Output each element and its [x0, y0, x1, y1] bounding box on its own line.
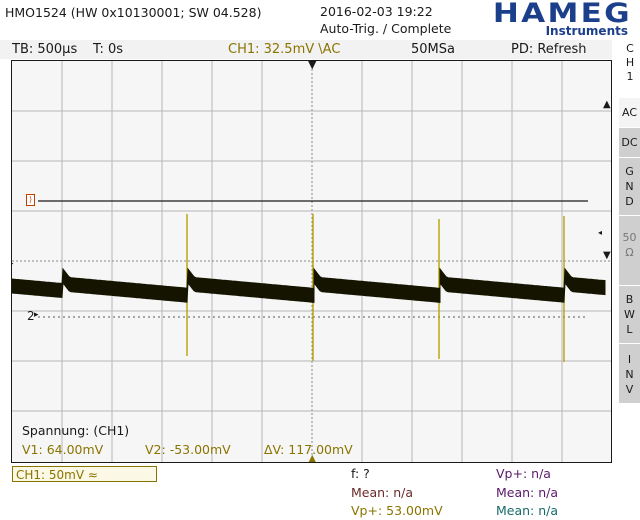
timebase[interactable]: TB: 500µs: [12, 42, 78, 57]
mean-readout-3: Mean: n/a: [496, 503, 559, 518]
cursor-v1: V1: 64.00mV: [22, 442, 104, 457]
ch1-scale-box[interactable]: CH1: 50mV ≈: [12, 466, 157, 482]
freq-readout: f: ?: [351, 466, 370, 481]
trigger-state: Auto-Trig. / Complete: [320, 21, 452, 36]
ch2-arrow-icon: ▸: [34, 310, 39, 320]
ch2-marker[interactable]: 2: [27, 309, 35, 323]
cursor-v2: V2: -53.00mV: [145, 442, 231, 457]
brand-subtitle: Instruments: [545, 24, 628, 38]
waveform-graph: [12, 61, 611, 462]
cursor-title: Spannung: (CH1): [22, 423, 130, 438]
scroll-up-icon[interactable]: ▲: [603, 99, 611, 110]
model-info: HMO1524 (HW 0x10130001; SW 04.528): [5, 5, 262, 20]
ch1-trace: [12, 267, 606, 303]
brand-title: HAMEG: [492, 0, 632, 29]
cursor-delta-v: ΔV: 117.00mV: [264, 442, 353, 457]
mean-readout-2: Mean: n/a: [496, 485, 559, 500]
coupling-ac-button[interactable]: AC: [619, 97, 640, 127]
impedance-50ohm-button[interactable]: 50 Ω: [619, 215, 640, 285]
scroll-down-icon[interactable]: ▼: [603, 250, 611, 261]
trigger-right-marker-icon: ◂: [598, 228, 603, 237]
datetime: 2016-02-03 19:22: [320, 4, 433, 19]
side-menu-channel: C H 1: [625, 42, 635, 83]
trigger-position-bottom-icon[interactable]: ▲: [308, 452, 317, 463]
channel-setting[interactable]: CH1: 32.5mV \AC: [228, 42, 341, 57]
time-offset[interactable]: T: 0s: [93, 42, 124, 57]
coupling-dc-button[interactable]: DC: [619, 127, 640, 157]
acquisition-mode[interactable]: PD: Refresh: [511, 42, 587, 57]
mean-readout-1: Mean: n/a: [351, 485, 414, 500]
waveform-display[interactable]: ⟩ 1 ▸ 2 ▸ ▼ ▲ ▲ ▼ ◂ Spannung: (CH1) V1: …: [11, 60, 612, 463]
hameg-logo: HAMEG Instruments: [452, 0, 632, 39]
vp-readout-2: Vp+: n/a: [496, 466, 551, 481]
sample-rate: 50MSa: [411, 42, 455, 57]
ch1-arrow-icon: ▸: [12, 259, 14, 269]
vp-readout-1: Vp+: 53.00mV: [351, 503, 443, 518]
status-bar: TB: 500µs T: 0s CH1: 32.5mV \AC 50MSa PD…: [0, 40, 612, 59]
trigger-position-marker-icon[interactable]: ▼: [308, 60, 317, 71]
trigger-level-marker[interactable]: ⟩: [26, 194, 35, 206]
